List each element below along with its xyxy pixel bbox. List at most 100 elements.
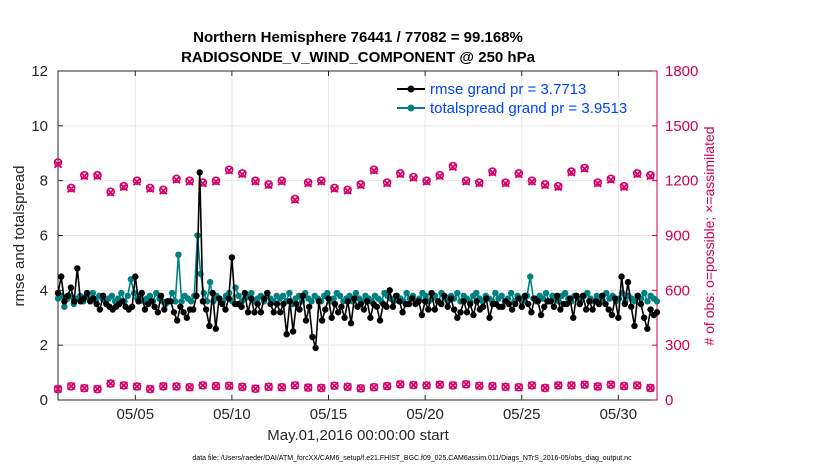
rmse-point — [341, 314, 348, 321]
obs-assimilated-marker — [225, 166, 234, 175]
rmse-point — [454, 314, 461, 321]
obs-possible-marker — [382, 381, 392, 391]
rmse-point — [241, 289, 248, 297]
totalspread-point — [492, 289, 499, 297]
totalspread-point — [527, 273, 534, 280]
rmse-point — [90, 295, 97, 302]
rmse-point — [566, 295, 574, 302]
obs-assimilated-marker — [264, 181, 273, 190]
obs-assimilated-marker — [514, 383, 523, 392]
totalspread-point — [330, 295, 337, 302]
obs-assimilated-marker — [277, 383, 286, 392]
obs-possible-marker — [580, 163, 589, 173]
obs-assimilated-marker — [264, 382, 273, 391]
obs-assimilated-marker — [159, 186, 168, 195]
rmse-point — [467, 300, 474, 308]
obs-assimilated-marker — [67, 184, 76, 194]
totalspread-point — [346, 292, 353, 300]
rmse-point — [618, 273, 625, 280]
obs-possible-marker — [501, 178, 510, 187]
obs-possible-marker — [145, 183, 155, 193]
obs-assimilated-marker — [514, 170, 523, 179]
obs-possible-marker — [553, 381, 563, 390]
rmse-point — [309, 333, 316, 341]
rmse-point — [573, 292, 580, 300]
obs-possible-marker — [395, 169, 405, 178]
totalspread-point — [653, 298, 661, 305]
obs-possible-marker — [198, 381, 208, 390]
x-tick-label: 05/05 — [117, 406, 155, 423]
rmse-point — [537, 311, 545, 319]
obs-assimilated-marker — [488, 381, 497, 391]
rmse-point — [528, 309, 535, 316]
rmse-point — [550, 303, 558, 310]
rmse-point — [64, 292, 71, 300]
totalspread-point — [403, 289, 410, 297]
obs-assimilated-marker — [356, 181, 365, 190]
obs-assimilated-marker — [422, 381, 431, 390]
rmse-point — [605, 306, 612, 313]
obs-assimilated-marker — [646, 383, 655, 393]
x-tick-label: 05/15 — [310, 406, 348, 423]
obs-possible-marker — [488, 167, 497, 176]
obs-possible-marker — [646, 383, 655, 393]
obs-possible-marker — [356, 384, 366, 393]
totalspread-point — [61, 303, 68, 310]
totalspread-point — [235, 292, 242, 300]
y-tick-label-right: 1800 — [665, 63, 698, 80]
obs-assimilated-marker — [290, 195, 300, 204]
rmse-point — [161, 306, 168, 313]
obs-assimilated-marker — [448, 162, 458, 172]
obs-assimilated-marker — [132, 177, 142, 186]
rmse-point — [582, 306, 590, 313]
obs-possible-marker — [211, 381, 221, 391]
obs-possible-marker — [185, 176, 194, 185]
totalspread-point — [248, 289, 255, 297]
totalspread-point — [146, 292, 154, 300]
totalspread-point — [498, 292, 505, 300]
y-tick-label-left: 10 — [31, 118, 48, 135]
totalspread-point — [508, 289, 515, 297]
obs-assimilated-marker — [53, 384, 63, 394]
y-tick-label-right: 0 — [665, 392, 673, 409]
rmse-point — [425, 306, 432, 313]
rmse-point — [212, 325, 220, 332]
obs-possible-marker — [593, 382, 603, 391]
rmse-point — [357, 300, 364, 308]
y-tick-label-right: 300 — [665, 337, 690, 354]
obs-possible-marker — [80, 170, 89, 180]
obs-possible-marker — [66, 183, 76, 193]
y-tick-label-left: 6 — [40, 228, 48, 245]
rmse-point — [438, 300, 445, 308]
obs-possible-marker — [343, 185, 352, 195]
rmse-point — [299, 292, 306, 300]
rmse-point — [386, 287, 393, 294]
chart-title: Northern Hemisphere 76441 / 77082 = 99.1… — [193, 29, 523, 46]
obs-possible-marker — [53, 384, 63, 394]
obs-possible-marker — [290, 194, 300, 204]
totalspread-point — [352, 289, 360, 297]
rmse-point — [415, 298, 422, 305]
obs-assimilated-marker — [317, 383, 326, 393]
rmse-point — [273, 300, 281, 308]
y-tick-label-right: 900 — [665, 228, 690, 245]
rmse-point — [173, 317, 181, 324]
obs-assimilated-marker — [106, 379, 115, 388]
obs-assimilated-marker — [251, 177, 260, 186]
obs-possible-marker — [172, 174, 181, 184]
obs-possible-marker — [93, 384, 102, 394]
y-tick-label-left: 2 — [40, 337, 48, 354]
obs-possible-marker — [211, 176, 221, 185]
obs-assimilated-marker — [159, 382, 168, 391]
rmse-point — [599, 292, 606, 300]
rmse-point — [206, 322, 213, 330]
obs-possible-marker — [264, 382, 273, 392]
rmse-point — [312, 344, 319, 352]
rmse-point — [589, 306, 596, 313]
rmse-point — [363, 298, 371, 305]
rmse-point — [244, 309, 252, 316]
rmse-point — [367, 314, 374, 321]
obs-assimilated-marker — [593, 382, 602, 391]
obs-possible-marker — [119, 381, 129, 390]
legend-rmse-marker — [407, 85, 415, 93]
